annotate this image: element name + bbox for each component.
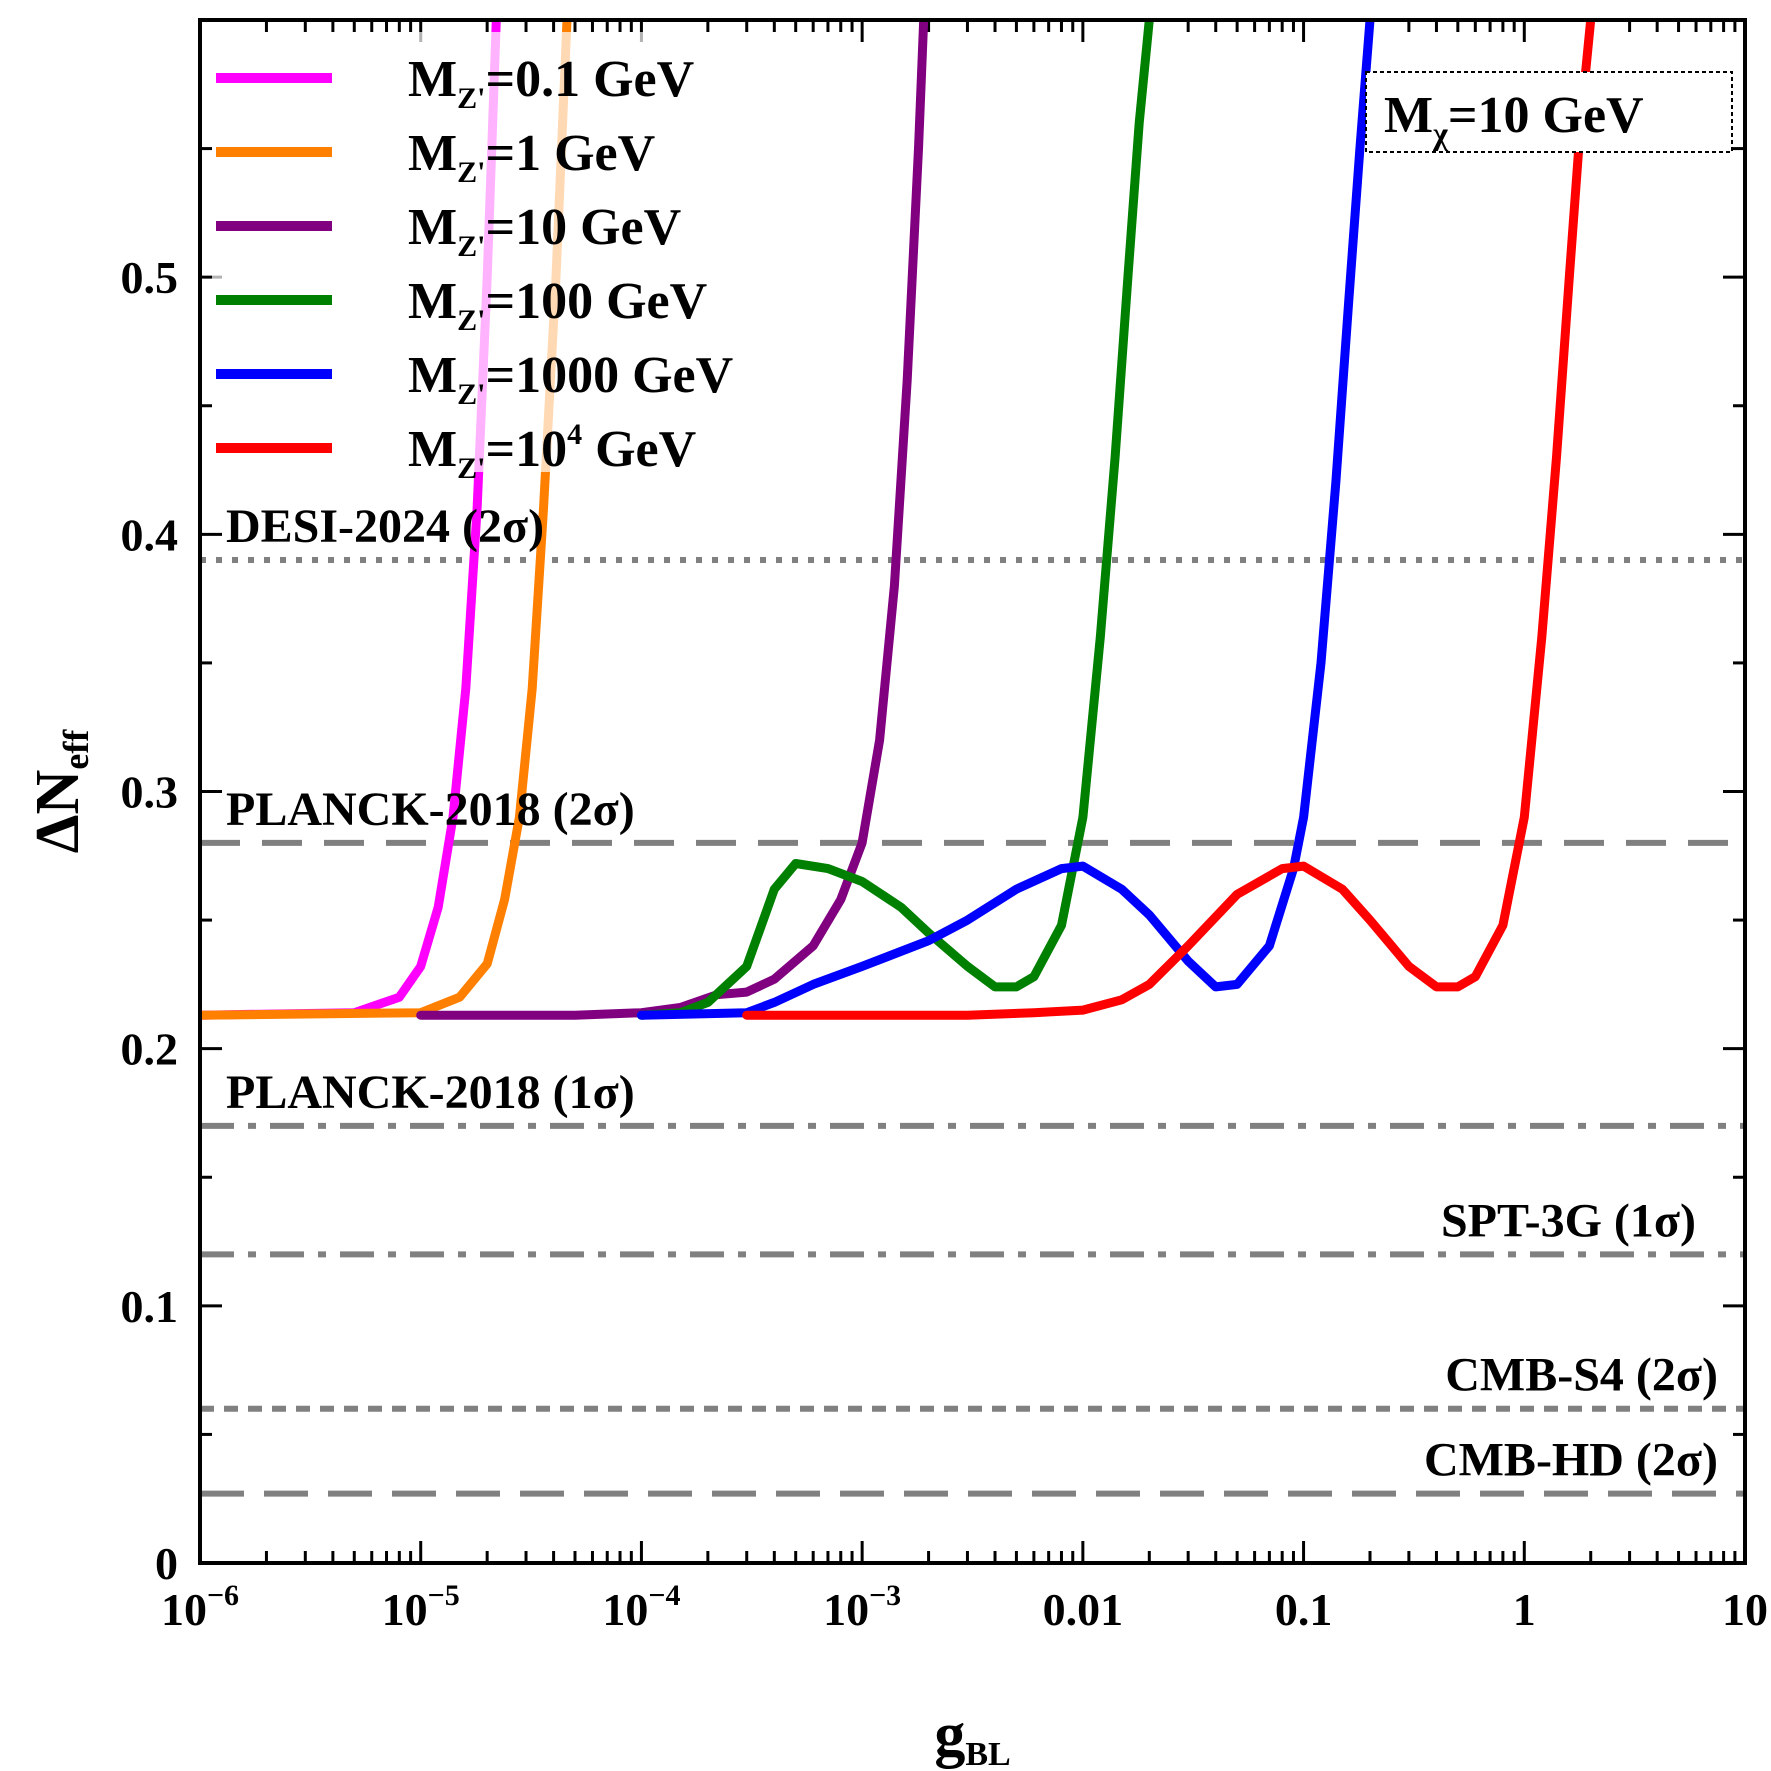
legend-entry-label: MZ'=0.1 GeV [408, 51, 694, 115]
y-tick-label: 0.1 [121, 1281, 179, 1332]
x-tick-base: 10 [382, 1584, 428, 1635]
plot-frame [198, 18, 1747, 1565]
x-tick-label: 0.01 [1043, 1584, 1124, 1635]
reference-lines [200, 557, 1745, 1497]
reference-line-label: SPT-3G (1σ) [1441, 1194, 1696, 1247]
reference-line-label: PLANCK-2018 (1σ) [226, 1066, 635, 1119]
series-line [636, 20, 1375, 1020]
x-tick-exponent: −4 [648, 1579, 680, 1612]
y-tick-label: 0 [155, 1538, 178, 1589]
x-tick-label: 10−3 [823, 1579, 901, 1635]
annotation-frame [1365, 71, 1733, 153]
y-tick-label: 0.5 [121, 252, 179, 303]
legend-entry-label: MZ'=10 GeV [408, 199, 681, 263]
x-tick-exponent: −6 [207, 1579, 239, 1612]
y-axis-title: ΔNeff [24, 729, 96, 854]
x-tick-label: 10−4 [602, 1579, 680, 1635]
y-tick-label: 0.3 [121, 767, 179, 818]
series-line [742, 20, 1596, 1020]
legend-entry-label: MZ'=1 GeV [408, 125, 655, 189]
legend-entry-label: MZ'=104 GeV [408, 418, 696, 485]
legend-background [212, 32, 832, 472]
x-tick-base: 10 [823, 1584, 869, 1635]
x-tick-label: 10−6 [161, 1579, 239, 1635]
legend-entry-label: MZ'=1000 GeV [408, 347, 733, 411]
x-tick-exponent: −5 [428, 1579, 460, 1612]
annotation-text: Mχ=10 GeV [1384, 87, 1644, 151]
legend-entry-label: MZ'=100 GeV [408, 273, 707, 337]
annotation-box: Mχ=10 GeV [1365, 71, 1733, 153]
x-tick-base: 10 [602, 1584, 648, 1635]
x-axis-title: gBL [934, 1701, 1010, 1771]
x-tick-exponent: −3 [869, 1579, 901, 1612]
series-line [636, 20, 1154, 1020]
x-tick-base: 10 [161, 1584, 207, 1635]
legend: MZ'=0.1 GeV MZ'=1 GeV MZ'=10 GeV MZ'=100 Ge… [212, 32, 832, 485]
y-tick-label: 0.2 [121, 1024, 179, 1075]
x-tick-label: 10−5 [382, 1579, 460, 1635]
reference-line-label: DESI-2024 (2σ) [226, 500, 544, 553]
y-tick-label: 0.4 [121, 509, 179, 560]
reference-line-label: CMB-S4 (2σ) [1445, 1349, 1718, 1402]
x-tick-label: 0.1 [1275, 1584, 1333, 1635]
reference-line-label: PLANCK-2018 (2σ) [226, 783, 635, 836]
x-tick-label: 1 [1513, 1584, 1536, 1635]
reference-line-label: CMB-HD (2σ) [1424, 1434, 1718, 1487]
x-tick-label: 10 [1722, 1584, 1768, 1635]
reference-labels: DESI-2024 (2σ) PLANCK-2018 (2σ) PLANCK-201… [226, 500, 1718, 1487]
